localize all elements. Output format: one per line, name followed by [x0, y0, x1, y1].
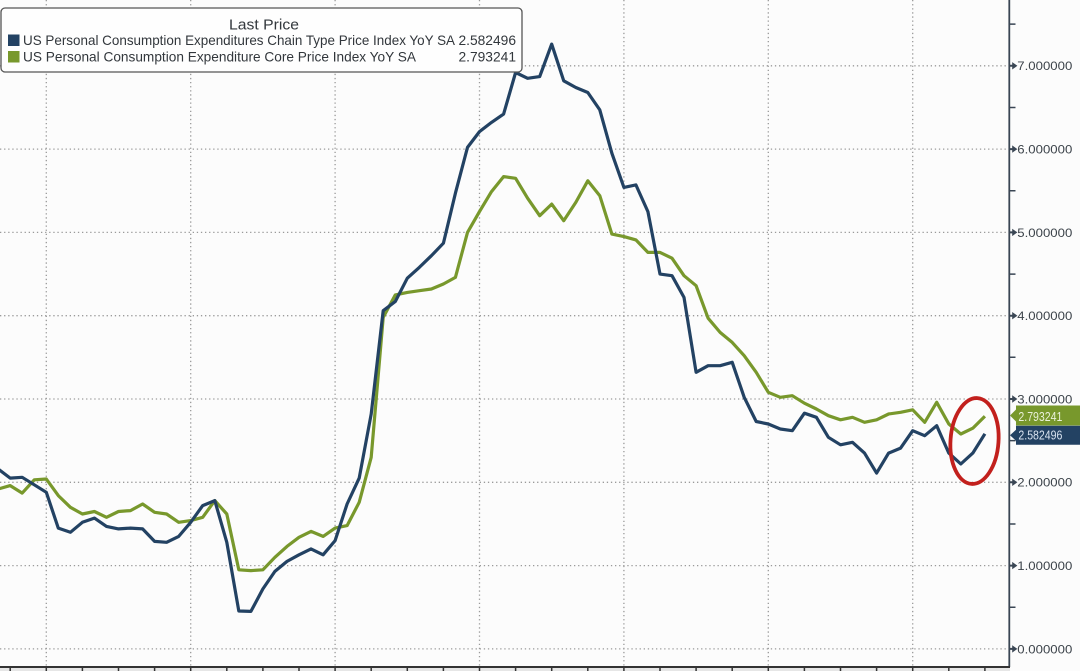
svg-text:0.000000: 0.000000: [1017, 642, 1072, 656]
svg-text:2.793241: 2.793241: [1018, 409, 1062, 424]
svg-text:Last Price: Last Price: [229, 17, 299, 33]
svg-text:3.000000: 3.000000: [1017, 392, 1072, 406]
svg-text:4.000000: 4.000000: [1017, 309, 1072, 323]
svg-text:5.000000: 5.000000: [1017, 226, 1072, 240]
svg-text:2.000000: 2.000000: [1017, 476, 1072, 490]
svg-text:US Personal Consumption Expend: US Personal Consumption Expenditures Cha…: [23, 33, 456, 48]
svg-text:7.000000: 7.000000: [1017, 59, 1072, 73]
svg-text:2.793241: 2.793241: [458, 50, 516, 65]
svg-text:US Personal Consumption Expend: US Personal Consumption Expenditure Core…: [23, 50, 417, 65]
svg-text:2.582496: 2.582496: [1018, 428, 1062, 443]
svg-text:2.582496: 2.582496: [458, 33, 516, 48]
svg-text:1.000000: 1.000000: [1017, 559, 1072, 573]
svg-text:6.000000: 6.000000: [1017, 143, 1072, 157]
